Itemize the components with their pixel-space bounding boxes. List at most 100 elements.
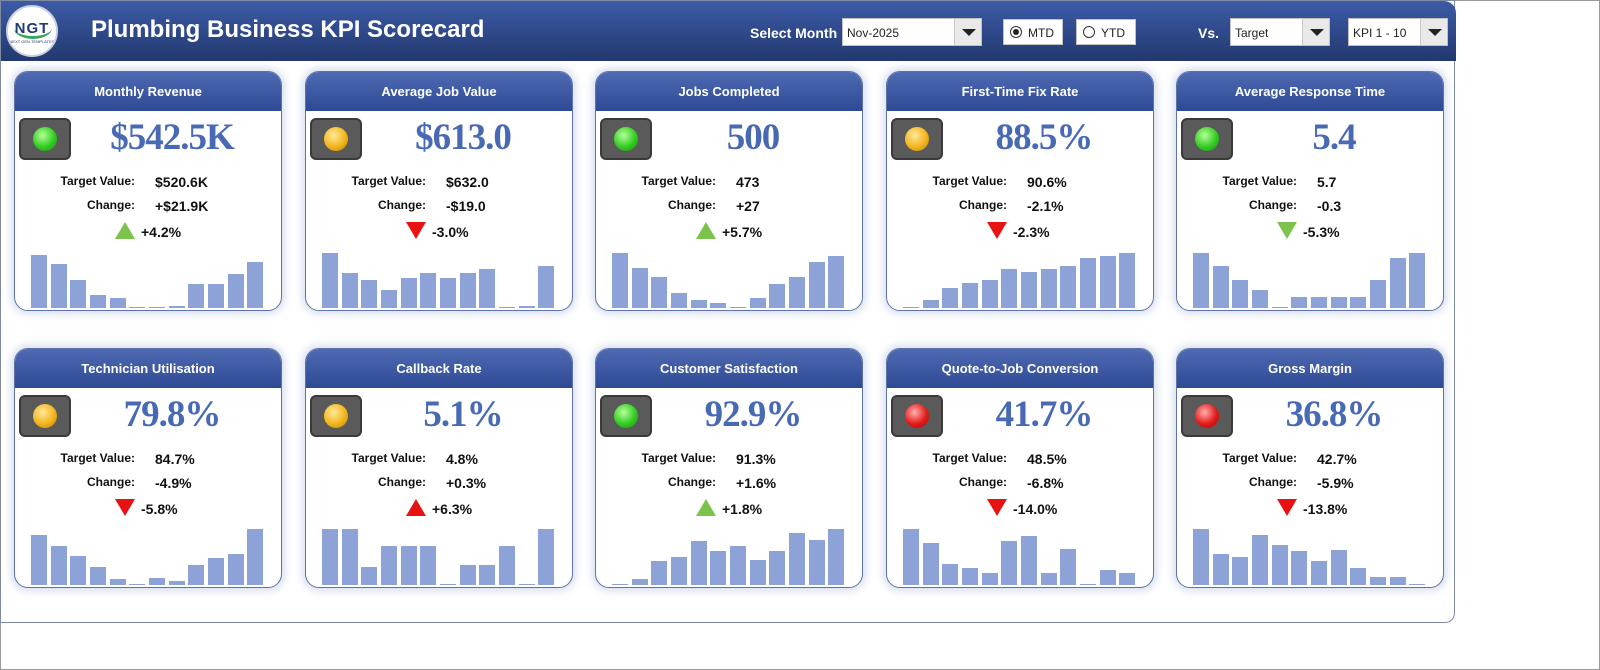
traffic-light-icon [600, 118, 652, 160]
sparkline-bar [1119, 573, 1136, 585]
sparkline-bar [129, 307, 146, 308]
status-bulb-icon [1195, 127, 1219, 151]
ytd-radio-label: YTD [1101, 26, 1125, 40]
traffic-light-icon [19, 395, 71, 437]
status-bulb-icon [1195, 404, 1219, 428]
sparkline-bar [1311, 561, 1327, 585]
target-value: $520.6K [155, 174, 208, 190]
trend-sparkline [901, 250, 1137, 308]
status-bulb-icon [33, 127, 57, 151]
month-dropdown[interactable]: Nov-2025 [842, 18, 982, 46]
mtd-radio-circle[interactable] [1010, 26, 1022, 38]
sparkline-bar [538, 266, 555, 308]
sparkline-bar [730, 307, 746, 308]
month-dropdown-button[interactable] [954, 19, 981, 45]
change-label: Change: [668, 198, 716, 212]
target-value: 90.6% [1027, 174, 1067, 190]
kpi-actual-value: 92.9% [704, 394, 803, 435]
sparkline-bar [479, 565, 496, 585]
sparkline-bar [690, 541, 707, 585]
trend-sparkline [320, 527, 556, 585]
status-bulb-icon [905, 404, 929, 428]
trend-sparkline [320, 250, 556, 308]
kpi-actual-value: 5.1% [423, 394, 503, 435]
vs-label: Vs. [1198, 25, 1220, 41]
kpi-title: Average Response Time [1234, 84, 1386, 99]
kpi-card: Average Job Value $613.0 Target Value: $632… [305, 71, 573, 311]
sparkline-bar [1291, 551, 1308, 585]
sparkline-bar [227, 554, 244, 585]
kpi-range-dropdown-button[interactable] [1420, 19, 1447, 45]
sparkline-bar [1291, 297, 1308, 308]
trend-arrow-icon [115, 222, 135, 239]
mtd-radio[interactable]: MTD [1003, 19, 1063, 45]
kpi-card-header: Average Response Time [1177, 72, 1443, 111]
kpi-card: First-Time Fix Rate 88.5% Target Value: 90.… [886, 71, 1154, 311]
status-bulb-icon [905, 127, 929, 151]
ytd-radio-circle[interactable] [1083, 26, 1095, 38]
sparkline-bar [710, 551, 727, 585]
change-label: Change: [378, 198, 426, 212]
change-percent: -14.0% [1013, 501, 1058, 517]
sparkline-bar [149, 307, 165, 308]
sparkline-bar [612, 584, 628, 585]
sparkline-bar [1060, 266, 1077, 308]
trend-arrow-icon [1277, 499, 1297, 516]
sparkline-bar [1271, 545, 1288, 585]
target-value: 91.3% [736, 451, 776, 467]
sparkline-bar [903, 529, 919, 585]
target-label: Target Value: [351, 451, 426, 465]
sparkline-bar [50, 264, 67, 308]
radio-selected-dot [1013, 29, 1019, 35]
sparkline-bar [981, 573, 998, 585]
change-label: Change: [668, 475, 716, 489]
kpi-card: Quote-to-Job Conversion 41.7% Target Value… [886, 348, 1154, 588]
sparkline-bar [1370, 280, 1386, 308]
kpi-card-header: Average Job Value [306, 72, 572, 111]
sparkline-bar [440, 584, 456, 585]
trend-arrow-icon [1277, 222, 1297, 239]
sparkline-bar [109, 579, 126, 585]
sparkline-bar [1409, 253, 1426, 308]
sparkline-bar [981, 280, 998, 308]
sparkline-bar [479, 269, 496, 308]
sparkline-bar [612, 253, 628, 308]
kpi-card-header: Technician Utilisation [15, 349, 281, 388]
change-percent: -2.3% [1013, 224, 1050, 240]
kpi-title: First-Time Fix Rate [961, 84, 1079, 99]
kpi-range-dropdown[interactable]: KPI 1 - 10 [1348, 18, 1448, 46]
target-value: 5.7 [1317, 174, 1337, 190]
status-bulb-icon [324, 127, 348, 151]
ytd-radio[interactable]: YTD [1076, 19, 1136, 45]
dashboard-header: NGT NEXT GEN TEMPLATES Plumbing Business… [1, 1, 1456, 61]
sparkline-bar [1271, 307, 1288, 308]
month-dropdown-value: Nov-2025 [847, 26, 900, 40]
target-label: Target Value: [641, 451, 716, 465]
comparison-dropdown-button[interactable] [1302, 19, 1329, 45]
sparkline-bar [631, 268, 648, 308]
kpi-actual-value: 500 [726, 117, 781, 158]
sparkline-bar [518, 584, 535, 585]
trend-arrow-icon [406, 499, 426, 516]
sparkline-bar [1099, 570, 1116, 585]
comparison-dropdown[interactable]: Target [1230, 18, 1330, 46]
change-label: Change: [1249, 475, 1297, 489]
kpi-actual-value: $613.0 [415, 117, 512, 158]
sparkline-bar [208, 284, 224, 308]
trend-sparkline [610, 527, 846, 585]
sparkline-bar [690, 300, 707, 308]
sparkline-bar [808, 540, 825, 585]
sparkline-bar [1040, 573, 1057, 585]
target-value: 473 [736, 174, 760, 190]
change-percent: +5.7% [722, 224, 763, 240]
target-label: Target Value: [60, 451, 135, 465]
change-label: Change: [87, 198, 135, 212]
kpi-card-header: Monthly Revenue [15, 72, 281, 111]
sparkline-bar [247, 262, 264, 308]
sparkline-bar [671, 557, 687, 585]
sparkline-bar [1409, 584, 1426, 585]
traffic-light-icon [310, 118, 362, 160]
sparkline-bar [1252, 290, 1268, 308]
chevron-down-icon [1428, 29, 1442, 36]
trend-arrow-icon [115, 499, 135, 516]
